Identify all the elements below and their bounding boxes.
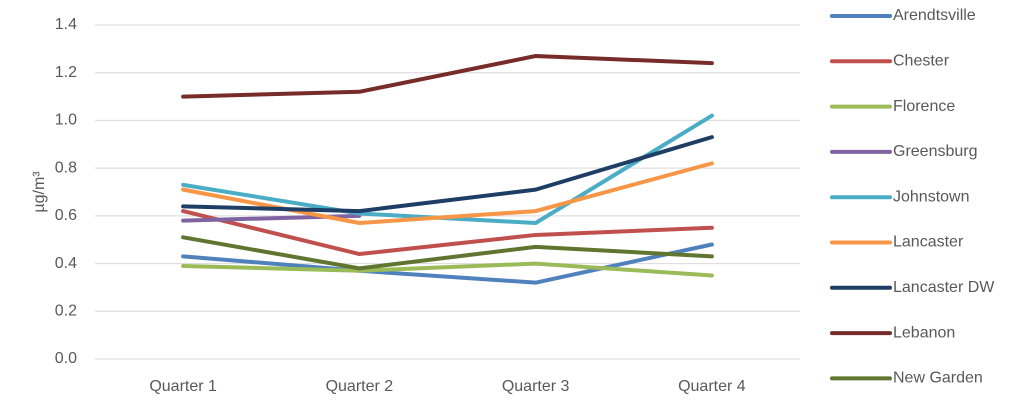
- legend-label: Greensburg: [893, 143, 978, 160]
- series-line: [181, 161, 714, 226]
- y-tick-label: 0.6: [55, 207, 77, 224]
- x-tick-label: Quarter 3: [502, 378, 570, 395]
- y-tick-label: 0.4: [55, 255, 77, 272]
- y-axis-title: µg/m³: [31, 171, 48, 213]
- legend-label: Arendtsville: [893, 7, 976, 24]
- legend-label: Johnstown: [893, 188, 970, 205]
- x-tick-label: Quarter 1: [149, 378, 217, 395]
- legend-label: Lebanon: [893, 324, 955, 341]
- y-tick-label: 0.0: [55, 350, 77, 367]
- y-tick-label: 0.8: [55, 159, 77, 176]
- legend-label: Florence: [893, 98, 955, 115]
- y-tick-label: 1.0: [55, 112, 77, 129]
- series-line: [181, 135, 714, 214]
- series-line: [181, 235, 714, 271]
- legend-label: Lancaster: [893, 234, 964, 251]
- y-tick-label: 1.4: [55, 16, 77, 33]
- x-tick-label: Quarter 2: [326, 378, 394, 395]
- legend-label: Lancaster DW: [893, 279, 995, 296]
- series-line: [181, 54, 714, 99]
- y-tick-label: 0.2: [55, 303, 77, 320]
- legend-label: Chester: [893, 53, 950, 70]
- series-line: [181, 209, 714, 257]
- x-tick-label: Quarter 4: [678, 378, 746, 395]
- series-line: [181, 242, 714, 285]
- series-line: [181, 261, 714, 278]
- y-tick-label: 1.2: [55, 64, 77, 81]
- legend-label: New Garden: [893, 370, 983, 387]
